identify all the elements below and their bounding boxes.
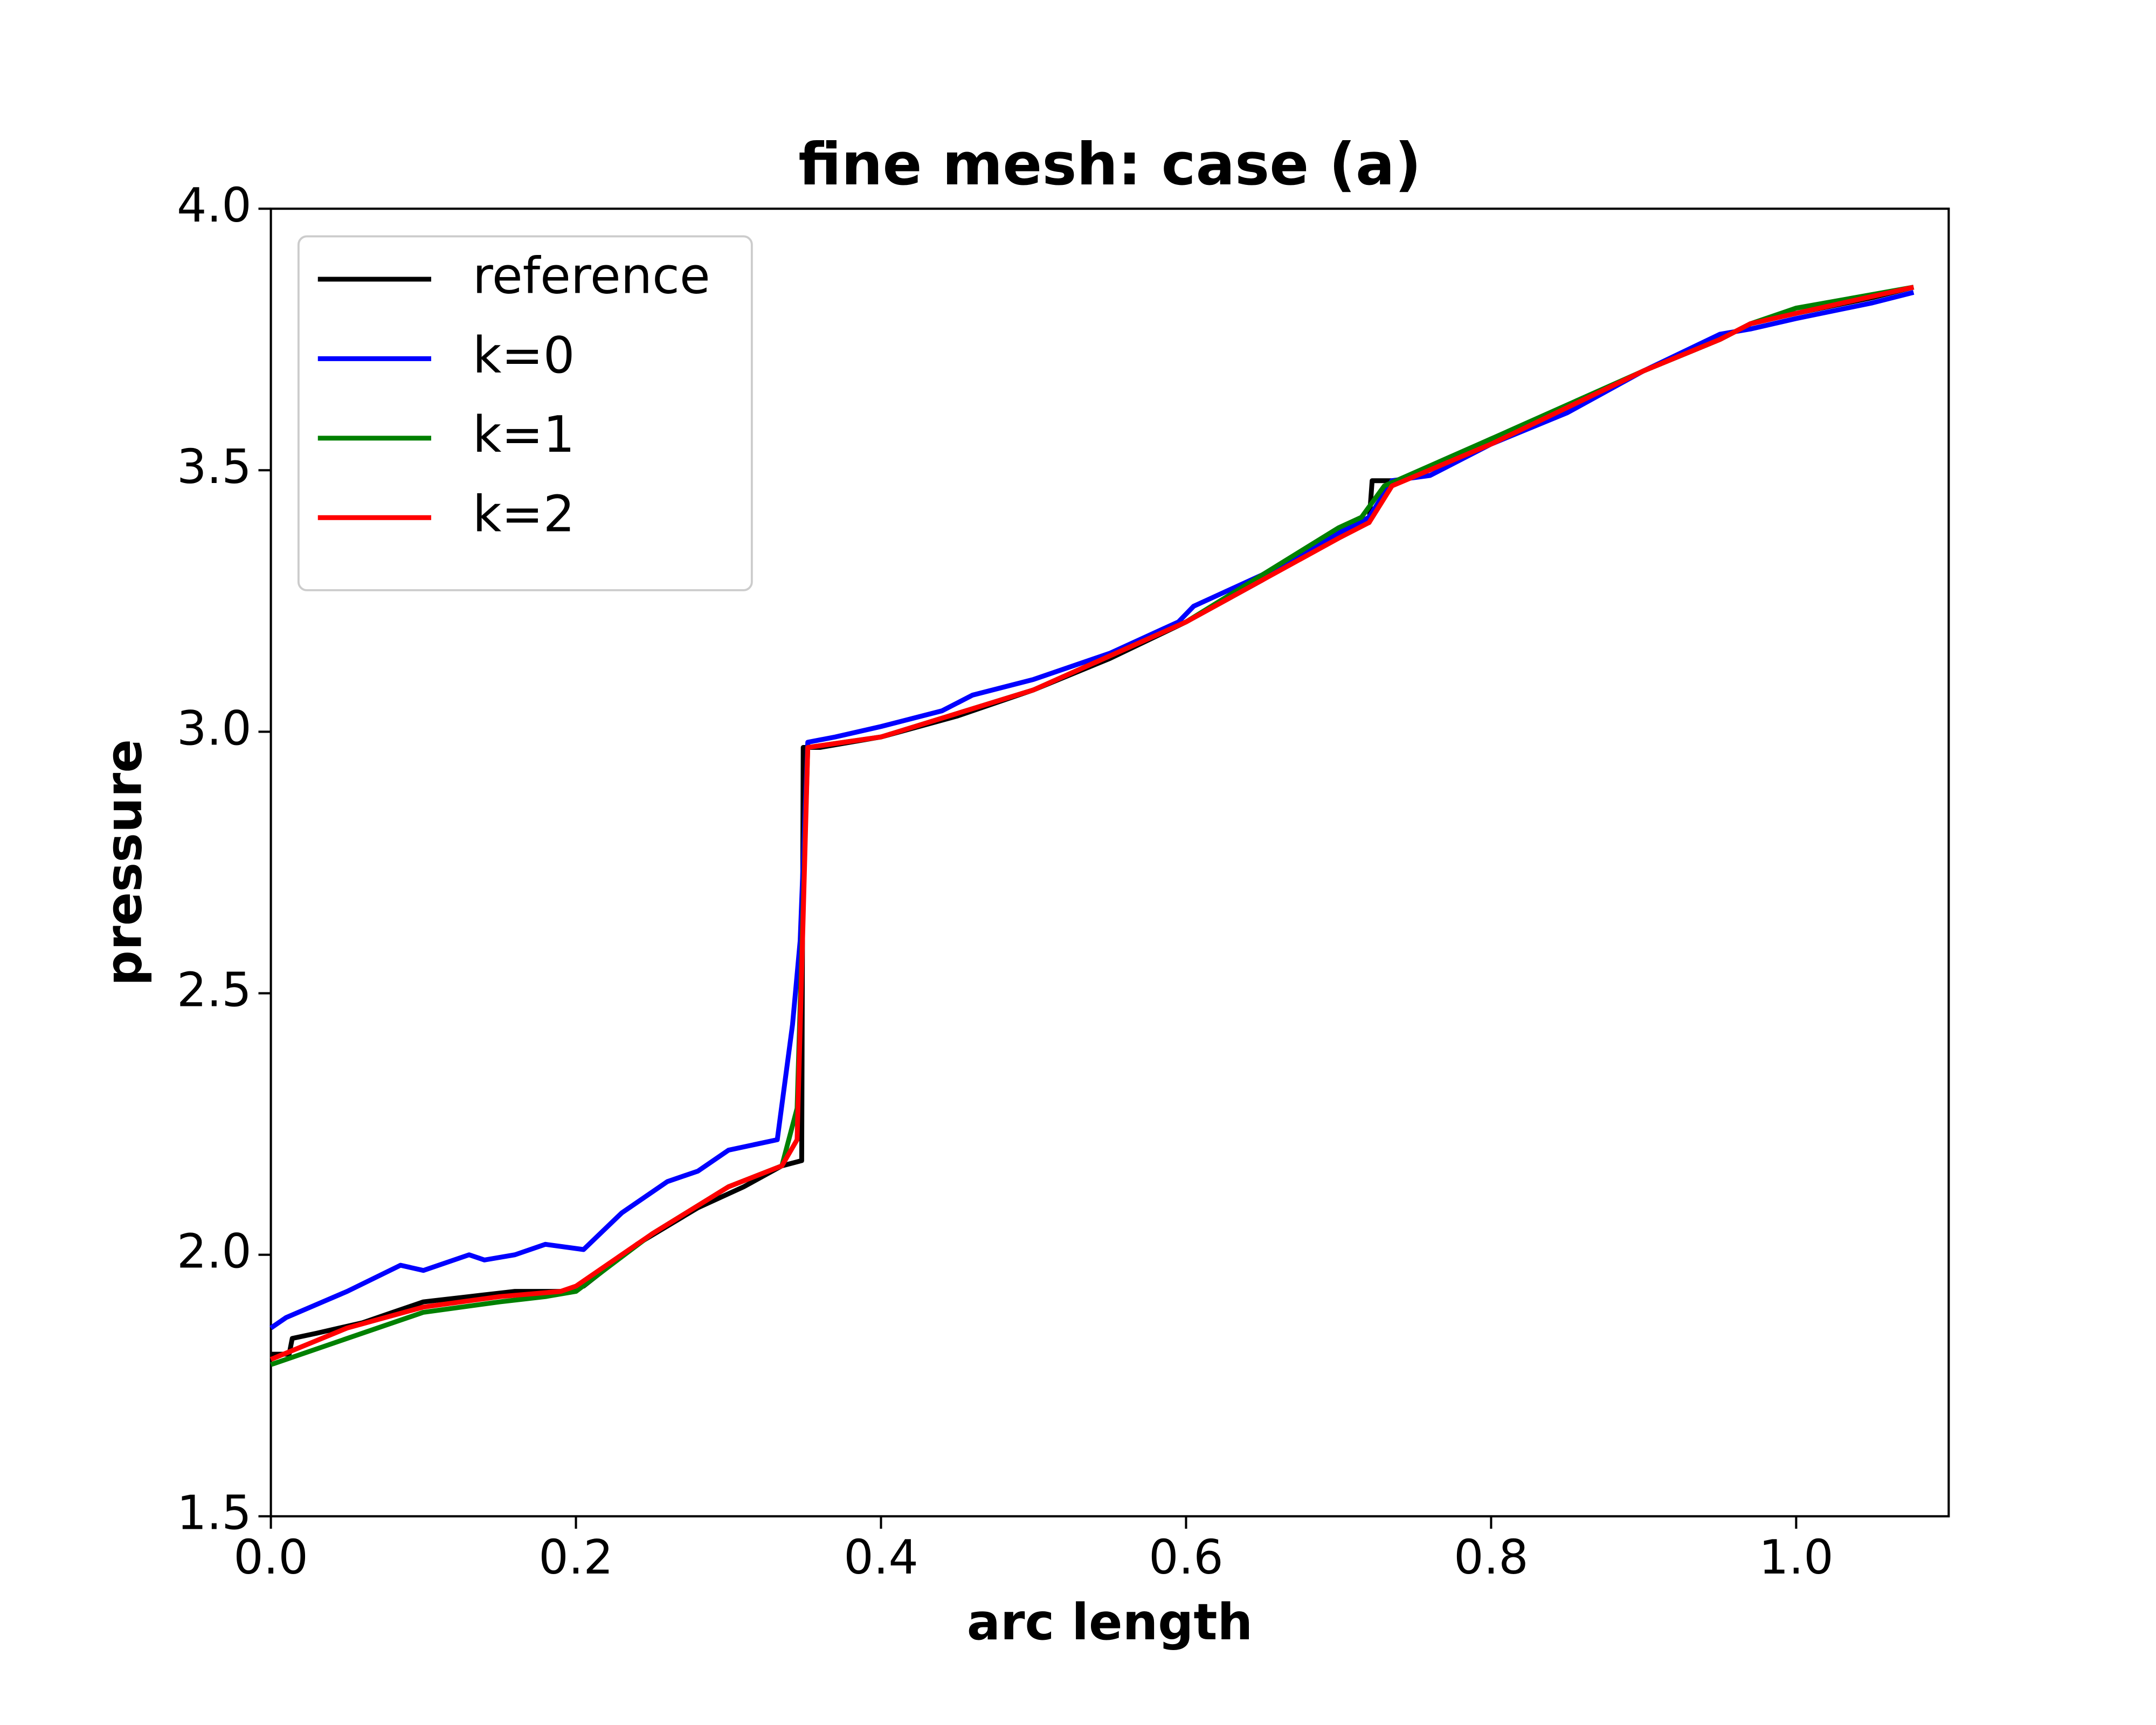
y-tick-label: 4.0 <box>177 178 252 233</box>
series-line <box>270 290 1915 1330</box>
y-tick-label: 3.0 <box>177 701 252 756</box>
chart-title: fine mesh: case (a) <box>798 131 1421 198</box>
y-tick-label: 2.0 <box>177 1224 252 1279</box>
legend-label: k=0 <box>473 326 575 384</box>
x-tick-label: 0.4 <box>844 1530 918 1585</box>
legend-label: k=1 <box>473 405 575 464</box>
y-tick-label: 3.5 <box>177 439 252 494</box>
y-tick-label: 2.5 <box>177 962 252 1017</box>
legend-label: k=2 <box>473 485 575 543</box>
x-axis-label: arc length <box>967 1593 1253 1651</box>
y-axis-label: pressure <box>94 739 153 986</box>
series-line <box>270 285 1915 1362</box>
legend-box <box>297 235 753 591</box>
y-tick-label: 1.5 <box>177 1486 252 1541</box>
x-tick-label: 1.0 <box>1759 1530 1834 1585</box>
axes-frame <box>270 208 1950 1517</box>
x-tick-label: 0.6 <box>1149 1530 1224 1585</box>
x-tick-label: 0.0 <box>233 1530 308 1585</box>
x-tick-label: 0.8 <box>1454 1530 1529 1585</box>
x-tick-label: 0.2 <box>538 1530 613 1585</box>
legend-label: reference <box>473 246 710 305</box>
